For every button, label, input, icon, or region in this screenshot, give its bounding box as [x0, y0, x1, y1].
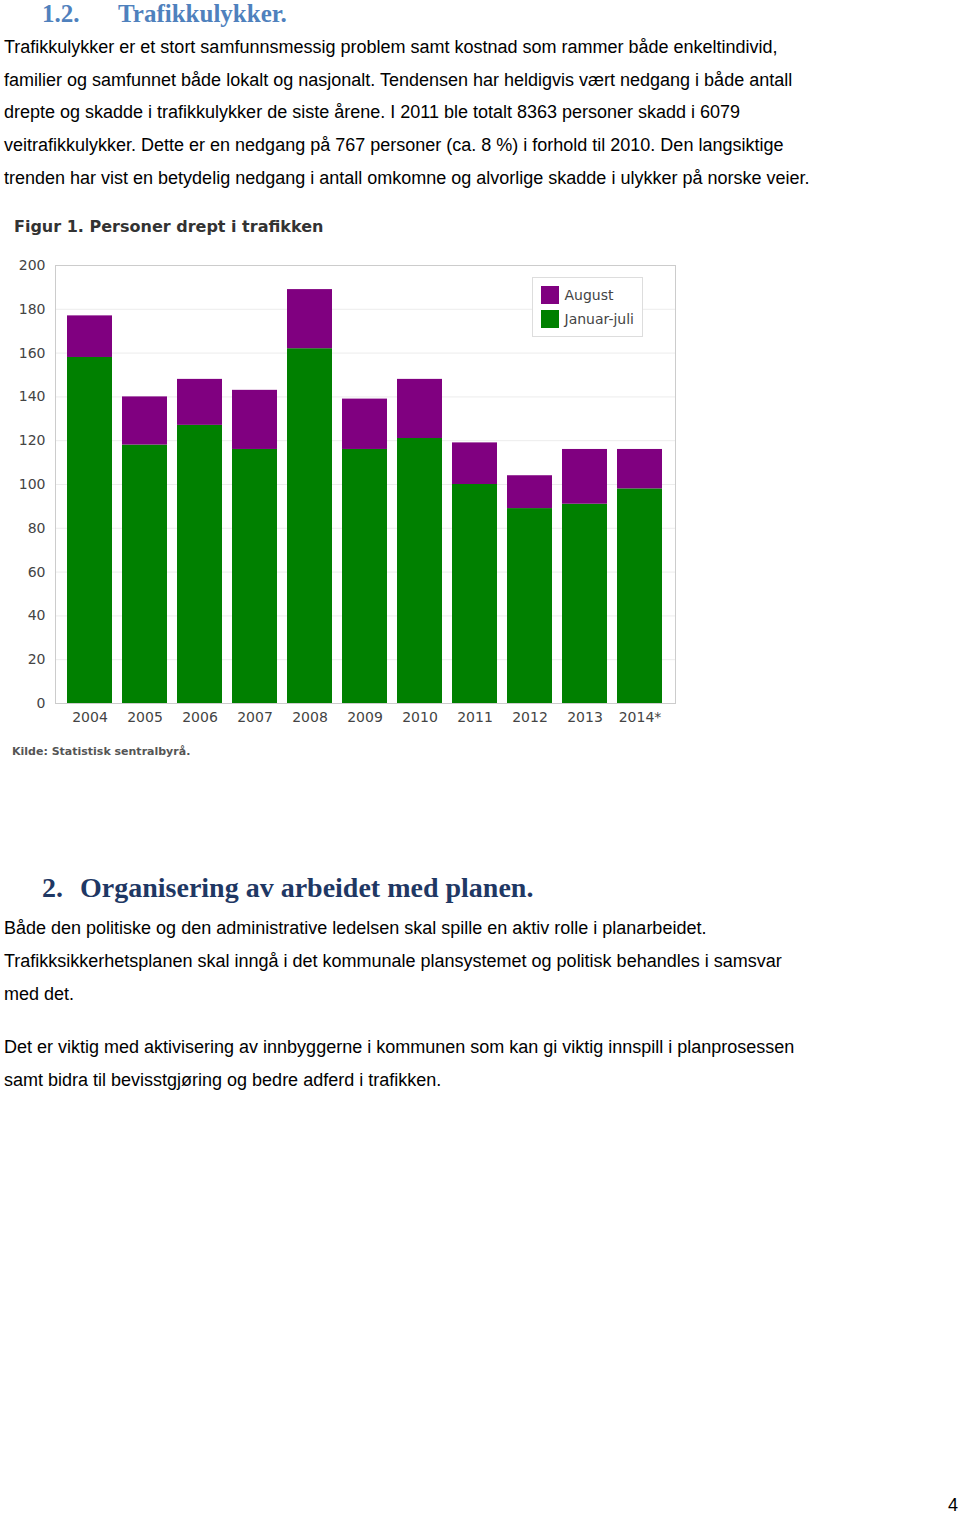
- svg-text:2012: 2012: [512, 709, 548, 725]
- html-text:2.: 2.: [42, 872, 63, 903]
- html-text:samt bidra til bevisstgjøring: samt bidra til bevisstgjøring og bedre a…: [4, 1070, 442, 1090]
- html-text:August: August: [564, 287, 614, 303]
- svg-text:160: 160: [19, 345, 46, 361]
- svg-text:2006: 2006: [182, 709, 218, 725]
- svg-text:80: 80: [28, 520, 46, 536]
- svg-text:140: 140: [19, 388, 46, 404]
- html-text:familier og samfunnet både lok: familier og samfunnet både lokalt og nas…: [4, 69, 793, 90]
- svg-text:60: 60: [28, 564, 46, 580]
- svg-text:180: 180: [19, 301, 46, 317]
- svg-text:2011: 2011: [457, 709, 493, 725]
- html-text:4: 4: [948, 1495, 958, 1515]
- svg-text:2004: 2004: [72, 709, 108, 725]
- svg-text:200: 200: [19, 257, 46, 273]
- html-text:Trafikkulykker.: Trafikkulykker.: [118, 0, 287, 27]
- html-text:Figur 1. Personer drept i traf: Figur 1. Personer drept i trafikken: [14, 217, 324, 236]
- svg-text:100: 100: [19, 476, 46, 492]
- svg-text:20: 20: [28, 651, 46, 667]
- html-text:Det er viktig med aktivisering: Det er viktig med aktivisering av innbyg…: [4, 1037, 795, 1057]
- svg-text:2008: 2008: [292, 709, 328, 725]
- html-text:1.2.: 1.2.: [42, 0, 80, 27]
- svg-text:0: 0: [37, 695, 46, 711]
- html-text:Kilde: Statistisk sentralbyrå.: Kilde: Statistisk sentralbyrå.: [12, 745, 191, 758]
- html-text:veitrafikkulykker. Dette er en: veitrafikkulykker. Dette er en nedgang p…: [4, 135, 784, 156]
- html-text:Trafikksikkerhetsplanen skal i: Trafikksikkerhetsplanen skal inngå i det…: [4, 951, 782, 971]
- html-text:Både den politiske og den admi: Både den politiske og den administrative…: [4, 918, 707, 938]
- svg-text:2010: 2010: [402, 709, 438, 725]
- html-text:med det.: med det.: [4, 984, 74, 1004]
- html-text:Januar-juli: Januar-juli: [564, 311, 634, 327]
- svg-text:2009: 2009: [347, 709, 383, 725]
- svg-text:2013: 2013: [567, 709, 603, 725]
- svg-text:2007: 2007: [237, 709, 273, 725]
- html-text:drepte og skadde i trafikkulyk: drepte og skadde i trafikkulykker de sis…: [4, 102, 741, 123]
- svg-text:120: 120: [19, 432, 46, 448]
- svg-text:40: 40: [28, 607, 46, 623]
- svg-text:2014*: 2014*: [619, 709, 662, 725]
- html-text:Trafikkulykker er et stort sam: Trafikkulykker er et stort samfunnsmessi…: [4, 37, 778, 57]
- html-text:Organisering av arbeidet med p: Organisering av arbeidet med planen.: [80, 872, 534, 903]
- html-text:trenden har vist en betydelig: trenden har vist en betydelig nedgang i …: [4, 167, 810, 188]
- svg-text:2005: 2005: [127, 709, 163, 725]
